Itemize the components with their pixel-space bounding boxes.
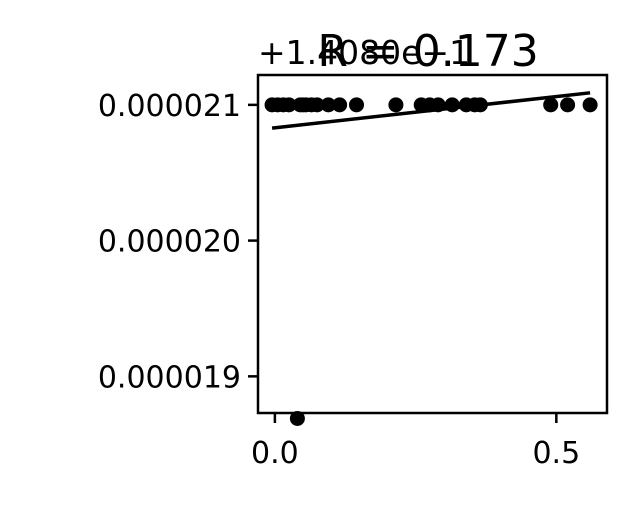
y-tick-label: 0.000020 xyxy=(98,225,241,260)
data-point xyxy=(388,97,404,113)
fit-line xyxy=(271,91,591,130)
data-point xyxy=(543,97,559,113)
y-tick-label: 0.000019 xyxy=(98,360,241,395)
data-point xyxy=(582,97,598,113)
x-axis: 0.0 0.5 xyxy=(251,413,580,471)
y-axis: 0.000019 0.000020 0.000021 xyxy=(98,89,258,395)
data-point xyxy=(289,410,305,426)
chart-title: R = 0.173 xyxy=(317,26,538,77)
data-points xyxy=(264,97,598,426)
plot-area xyxy=(256,73,609,426)
axes-frame xyxy=(256,73,609,415)
x-tick-label: 0.0 xyxy=(251,436,299,471)
data-point xyxy=(349,97,365,113)
data-point xyxy=(320,97,336,113)
data-point xyxy=(560,97,576,113)
y-tick-label: 0.000021 xyxy=(98,89,241,124)
data-point xyxy=(332,97,348,113)
data-point xyxy=(309,97,325,113)
x-tick-label: 0.5 xyxy=(532,436,580,471)
axis-offset-label: +1.4080e−1 xyxy=(258,33,470,72)
data-point xyxy=(281,97,297,113)
